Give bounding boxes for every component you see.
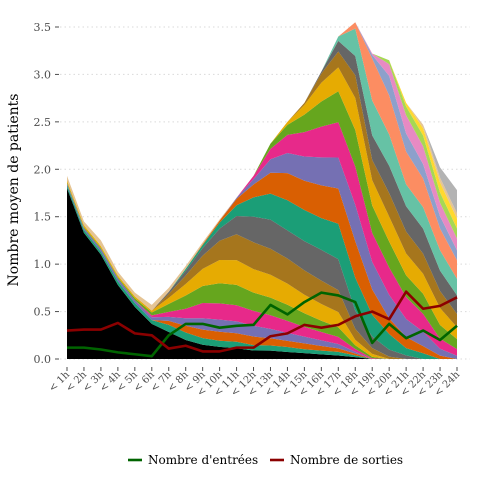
x-axis: < 1h< 2h< 3h< 4h< 5h< 6h< 7h< 8h< 9h< 10… (47, 367, 463, 399)
legend-label: Nombre d'entrées (148, 453, 258, 467)
area-band-4 (67, 183, 457, 359)
line-sorties (66, 290, 458, 353)
y-tick-label: 3.0 (34, 68, 52, 81)
area-band-14 (67, 67, 457, 340)
y-tick-label: 1.0 (34, 258, 52, 271)
legend-label: Nombre de sorties (290, 453, 403, 467)
y-tick-label: 3.5 (34, 21, 52, 34)
area-band-7 (67, 180, 457, 359)
stacked-areas (67, 22, 457, 359)
series-lines (66, 290, 458, 358)
y-tick-label: 0.5 (34, 306, 52, 319)
area-band-15 (67, 51, 457, 328)
y-tick-label: 2.5 (34, 116, 52, 129)
area-band-12 (67, 122, 457, 356)
y-tick-label: 0.0 (34, 353, 52, 366)
legend: Nombre d'entrées Nombre de sorties (128, 453, 403, 467)
area-band-11 (67, 153, 457, 359)
y-tick-label: 2.0 (34, 163, 52, 176)
line-entrees (67, 291, 458, 358)
y-tick-label: 1.5 (34, 211, 52, 224)
y-axis: 0.0 0.5 1.0 1.5 2.0 2.5 3.0 3.5 (34, 21, 59, 366)
area-band-13 (67, 91, 457, 350)
area-band-0 (67, 188, 457, 359)
y-axis-label: Nombre moyen de patients (6, 94, 22, 287)
